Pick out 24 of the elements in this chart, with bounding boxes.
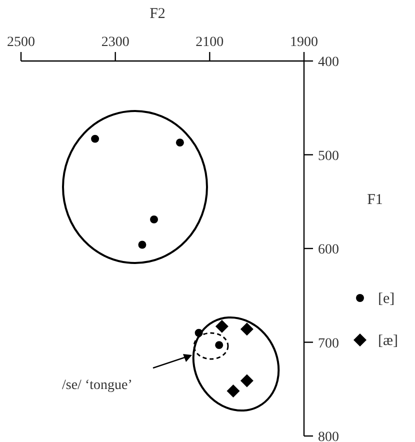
legend-label: [æ] [378, 333, 398, 349]
annotation: /se/ ‘tongue’ [62, 378, 132, 393]
x-tick-label: 1900 [290, 35, 318, 50]
point [226, 384, 240, 398]
y-tick-label: 700 [318, 336, 339, 352]
point [215, 341, 224, 350]
point [215, 320, 228, 333]
point [91, 134, 100, 143]
y-tick-label: 400 [318, 55, 339, 70]
y-tick-label: 800 [318, 430, 339, 442]
point [150, 215, 158, 224]
x-tick-label: 2300 [101, 35, 130, 50]
x-tick-label: 2100 [196, 35, 224, 50]
point [176, 138, 184, 147]
point [138, 240, 146, 249]
y-tick-label: 600 [318, 242, 339, 258]
point [240, 374, 254, 388]
x-tick-label: 2500 [7, 35, 35, 50]
x-axis-title: F2 [150, 6, 166, 22]
y-axis-title: F1 [367, 192, 383, 208]
point [194, 328, 203, 337]
y-tick-label: 500 [318, 148, 339, 164]
legend-label: [e] [378, 291, 395, 307]
point [240, 322, 254, 336]
